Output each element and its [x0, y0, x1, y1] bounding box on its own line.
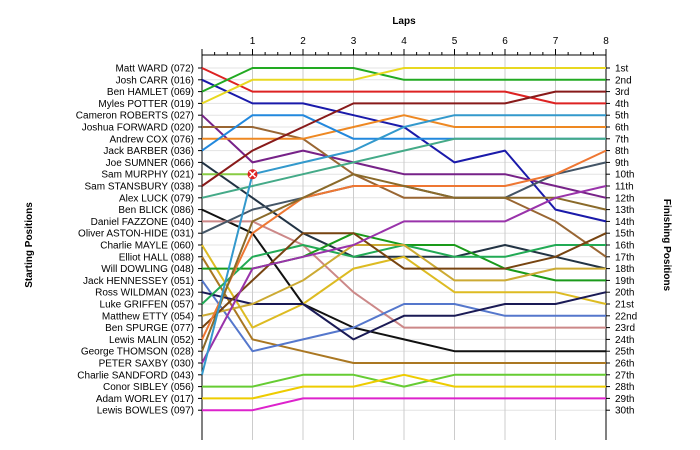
series-line — [201, 256, 606, 364]
starting-position-label: Elliot HALL (088) — [119, 252, 194, 263]
starting-position-label: Ben HAMLET (069) — [107, 87, 194, 98]
starting-position-label: Ross WILDMAN (023) — [95, 288, 194, 299]
series-line — [201, 137, 606, 199]
x-tick-label: 4 — [401, 36, 407, 47]
finishing-position-label: 14th — [615, 217, 634, 228]
finishing-position-label: 5th — [615, 111, 629, 122]
series-line — [202, 397, 606, 412]
finishing-position-label: 21st — [615, 300, 634, 311]
x-tick-label: 1 — [250, 36, 256, 47]
starting-position-label: PETER SAXBY (030) — [99, 359, 194, 370]
series-line — [201, 67, 606, 93]
series-line — [201, 67, 606, 105]
x-tick-labels: 1 2 3 4 5 6 7 8 — [250, 36, 610, 47]
starting-position-label: Matthew ETTY (054) — [102, 311, 194, 322]
finishing-position-label: 26th — [615, 359, 634, 370]
starting-position-label: Oliver ASTON-HIDE (031) — [78, 229, 194, 240]
series-line — [202, 126, 607, 258]
series-line — [201, 185, 607, 364]
starting-position-label: Charlie MAYLE (060) — [100, 241, 194, 252]
series-line — [202, 220, 606, 329]
finishing-position-label: 1st — [615, 64, 629, 75]
starting-position-label: Conor SIBLEY (056) — [103, 382, 194, 393]
finishing-position-label: 2nd — [615, 75, 632, 86]
marker-cross-b — [248, 170, 257, 178]
finishing-position-label: 7th — [615, 134, 629, 145]
chart-title: Laps — [392, 16, 416, 27]
starting-position-label: Jack HENNESSEY (051) — [83, 276, 194, 287]
x-tick-label: 7 — [553, 36, 559, 47]
series-line — [201, 114, 606, 376]
x-tick-label: 5 — [452, 36, 458, 47]
starting-position-labels: Matt WARD (072)Josh CARR (016)Ben HAMLET… — [76, 64, 194, 417]
finishing-position-label: 30th — [615, 406, 634, 417]
finishing-position-label: 13th — [615, 205, 634, 216]
series-line — [202, 114, 606, 140]
starting-position-label: Andrew COX (076) — [110, 134, 194, 145]
finishing-position-label: 16th — [615, 241, 634, 252]
starting-position-label: Ben SPURGE (077) — [105, 323, 194, 334]
finishing-position-label: 18th — [615, 264, 634, 275]
series-line — [202, 373, 606, 400]
x-tick-label: 3 — [351, 36, 357, 47]
series-line — [201, 90, 606, 187]
finishing-position-label: 8th — [615, 146, 629, 157]
starting-position-label: Josh CARR (016) — [116, 75, 194, 86]
series-line — [201, 244, 606, 317]
finishing-position-label: 3rd — [615, 87, 629, 98]
y-axis-right-label: Finishing Positions — [661, 199, 672, 292]
x-tick-label: 8 — [603, 36, 609, 47]
finishing-position-label: 10th — [615, 170, 634, 181]
finishing-position-label: 20th — [615, 288, 634, 299]
finishing-position-labels: 1st2nd3rd4th5th6th7th8th9th10th11th12th1… — [615, 64, 637, 417]
x-tick-label: 6 — [502, 36, 508, 47]
starting-position-label: Sam MURPHY (021) — [101, 170, 194, 181]
starting-position-label: Joe SUMNER (066) — [106, 158, 194, 169]
series-lines — [201, 67, 607, 412]
series-line — [201, 279, 606, 353]
series-line — [201, 208, 606, 353]
starting-position-label: Adam WORLEY (017) — [96, 394, 194, 405]
series-line — [202, 373, 606, 388]
starting-position-label: Charlie SANDFORD (043) — [77, 370, 194, 381]
starting-position-label: Alex LUCK (079) — [119, 193, 194, 204]
finishing-position-label: 29th — [615, 394, 634, 405]
x-tick-label: 2 — [300, 36, 306, 47]
starting-position-label: Joshua FORWARD (020) — [82, 123, 194, 134]
finishing-position-label: 28th — [615, 382, 634, 393]
starting-position-label: Myles POTTER (019) — [98, 99, 194, 110]
finishing-position-label: 19th — [615, 276, 634, 287]
starting-position-label: Sam STANSBURY (038) — [85, 182, 194, 193]
finishing-position-label: 9th — [615, 158, 629, 169]
finishing-position-label: 6th — [615, 123, 629, 134]
finishing-position-label: 15th — [615, 229, 634, 240]
finishing-position-label: 4th — [615, 99, 629, 110]
finishing-position-label: 27th — [615, 370, 634, 381]
series-line — [201, 173, 607, 352]
y-axis-left-label: Starting Positions — [24, 202, 35, 288]
finishing-position-label: 11th — [615, 182, 634, 193]
starting-position-label: Daniel FAZZONE (040) — [91, 217, 194, 228]
starting-position-label: Matt WARD (072) — [115, 64, 194, 75]
series-line — [201, 291, 607, 341]
finishing-position-label: 22nd — [615, 311, 637, 322]
finishing-position-label: 24th — [615, 335, 634, 346]
finishing-position-label: 17th — [615, 252, 634, 263]
finishing-position-label: 12th — [615, 193, 634, 204]
starting-position-label: Jack BARBER (036) — [103, 146, 194, 157]
retired-marker — [247, 169, 258, 180]
starting-position-label: Will DOWLING (048) — [101, 264, 194, 275]
finishing-position-label: 25th — [615, 347, 634, 358]
starting-position-label: Luke GRIFFEN (057) — [100, 300, 194, 311]
series-line — [201, 67, 606, 105]
finishing-position-label: 23rd — [615, 323, 635, 334]
starting-position-label: George THOMSON (028) — [81, 347, 194, 358]
starting-position-label: Ben BLICK (086) — [118, 205, 194, 216]
starting-position-label: Lewis MALIN (052) — [109, 335, 194, 346]
starting-position-label: Cameron ROBERTS (027) — [76, 111, 194, 122]
starting-position-label: Lewis BOWLES (097) — [97, 406, 194, 417]
series-line — [201, 244, 607, 329]
